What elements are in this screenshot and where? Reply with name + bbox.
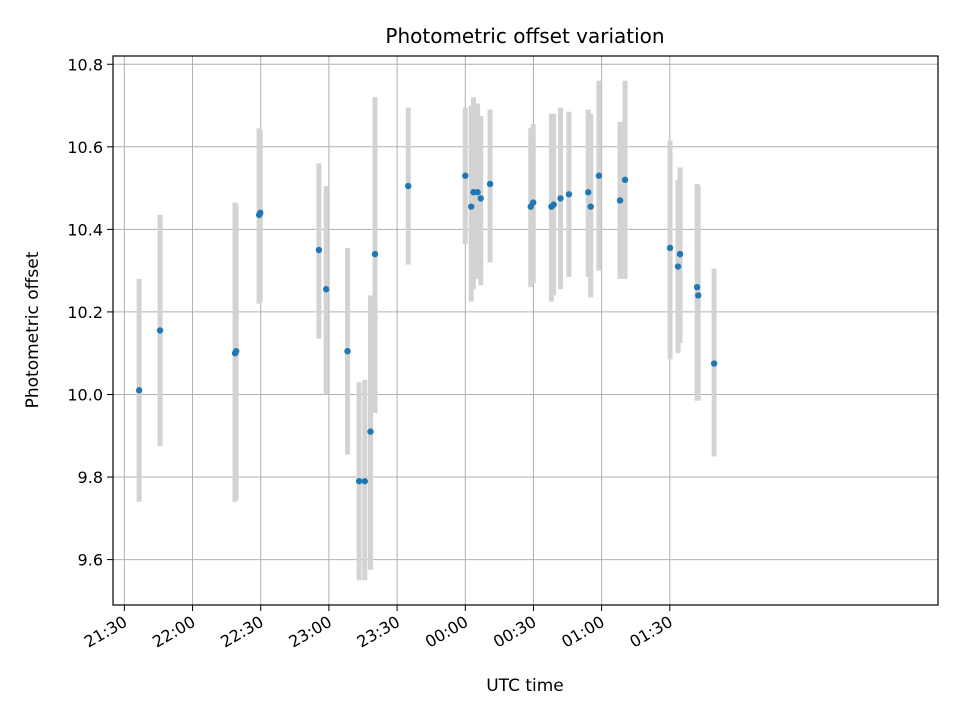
plot-frame — [112, 55, 939, 606]
data-point — [371, 250, 379, 258]
data-point — [557, 195, 564, 202]
data-point — [486, 180, 494, 188]
y-tick-label: 10.4 — [67, 220, 103, 239]
data-point — [666, 244, 674, 252]
data-point — [621, 176, 629, 184]
y-tick-label: 10.8 — [67, 55, 103, 74]
data-point — [344, 347, 351, 355]
data-point — [405, 182, 412, 190]
data-point — [595, 172, 603, 179]
data-point — [467, 203, 475, 210]
data-point — [676, 250, 684, 258]
data-point — [477, 195, 484, 202]
data-point — [156, 327, 164, 334]
y-axis-ticks: 9.6 9.8 10.0 10.2 10.4 10.6 10.8 — [67, 55, 113, 570]
data-point — [695, 292, 702, 299]
y-tick-label: 10.6 — [67, 138, 103, 157]
data-point — [616, 197, 624, 204]
data-point — [565, 191, 573, 198]
data-point — [530, 199, 537, 206]
data-point — [355, 477, 363, 485]
y-tick-label: 9.6 — [78, 551, 103, 570]
data-point — [232, 347, 240, 355]
data-point — [135, 387, 143, 394]
data-points — [135, 172, 718, 485]
data-point — [462, 172, 469, 179]
y-tick-label: 9.8 — [78, 468, 103, 487]
data-point — [674, 263, 682, 270]
y-tick-label: 10.2 — [67, 303, 103, 322]
chart-title: Photometric offset variation — [385, 24, 664, 48]
data-point — [710, 360, 718, 367]
data-point — [257, 209, 264, 217]
data-point — [322, 286, 330, 293]
x-axis-label: UTC time — [486, 676, 564, 696]
data-point — [693, 283, 701, 291]
data-point — [361, 477, 369, 485]
data-point — [550, 201, 557, 208]
y-tick-label: 10.0 — [67, 385, 103, 404]
data-point — [315, 246, 323, 254]
data-point — [474, 189, 481, 196]
data-point — [585, 189, 592, 196]
data-point — [367, 428, 374, 435]
data-point — [587, 203, 594, 210]
y-axis-label: Photometric offset — [23, 251, 43, 408]
